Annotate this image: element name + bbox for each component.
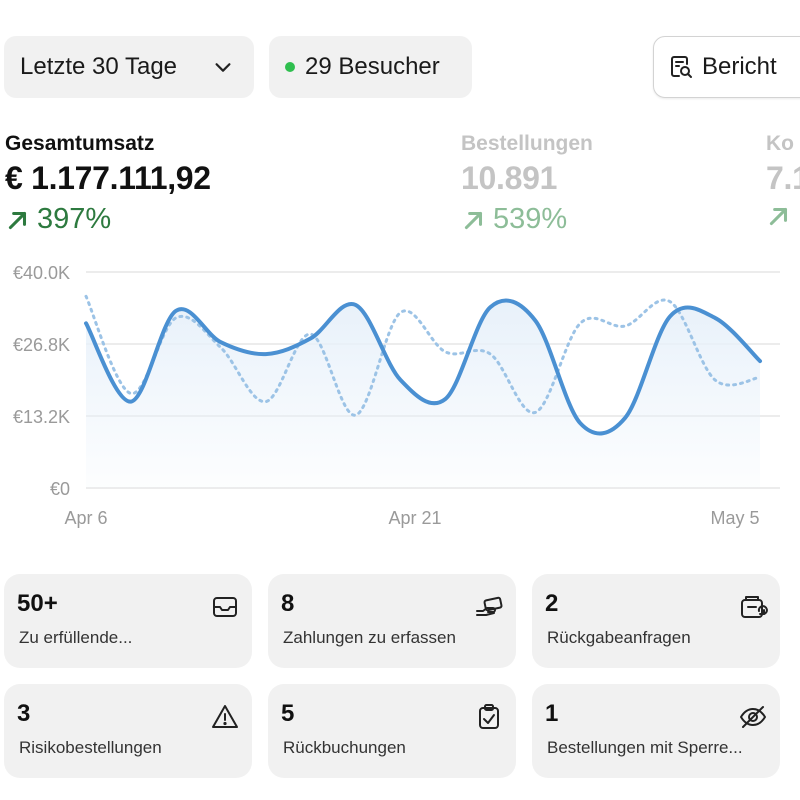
series-line-previous: [84, 294, 762, 417]
card-orders-on-hold[interactable]: 1 Bestellungen mit Sperre...: [532, 684, 780, 778]
visitors-label: 29 Besucher: [305, 53, 440, 80]
card-to-fulfill[interactable]: 50+ Zu erfüllende...: [4, 574, 252, 668]
x-tick-label: May 5: [710, 508, 759, 528]
card-number: 1: [545, 700, 559, 727]
x-tick-label: Apr 6: [64, 508, 107, 528]
x-tick-label: Apr 21: [388, 508, 441, 528]
card-label: Zahlungen zu erfassen: [283, 628, 456, 647]
area-fill: [86, 300, 760, 488]
metric-change: 539%: [461, 203, 593, 236]
card-risk-orders[interactable]: 3 Risikobestellungen: [4, 684, 252, 778]
series-line-current: [84, 298, 762, 436]
y-tick-label: €0: [50, 479, 70, 499]
live-status-dot: [285, 62, 295, 72]
y-tick-label: €13.2K: [13, 407, 70, 427]
card-number: 8: [281, 590, 295, 617]
chevron-down-icon: [215, 63, 231, 72]
metric-value: € 1.177.111,92: [5, 160, 211, 196]
card-payments-to-capture[interactable]: 8 Zahlungen zu erfassen: [268, 574, 516, 668]
date-range-dropdown[interactable]: Letzte 30 Tage: [4, 36, 254, 98]
metric-label: Ko: [766, 132, 794, 155]
card-label: Rückbuchungen: [283, 738, 406, 757]
card-number: 2: [545, 590, 559, 617]
return-box-icon: [741, 596, 768, 618]
card-number: 5: [281, 700, 295, 727]
arrow-up-right-icon: [464, 211, 483, 229]
metric-conversion[interactable]: Ko 7.1: [766, 132, 800, 229]
clipboard-check-icon: [479, 704, 499, 729]
card-number: 50+: [17, 590, 58, 617]
report-label: Bericht: [702, 53, 777, 80]
metric-change: 397%: [5, 203, 211, 236]
metric-change: [766, 203, 800, 229]
sales-line-chart: €40.0K €26.8K €13.2K €0 Apr 6 Apr 21 May 5: [13, 263, 780, 528]
card-number: 3: [17, 700, 31, 727]
metric-value: 10.891: [461, 160, 558, 196]
warning-icon: [212, 705, 238, 728]
card-return-requests[interactable]: 2 Rückgabeanfragen: [532, 574, 780, 668]
y-tick-label: €40.0K: [13, 263, 70, 283]
eye-off-icon: [740, 706, 766, 728]
arrow-up-right-icon: [769, 207, 788, 226]
metric-value: 7.1: [766, 160, 800, 196]
y-tick-label: €26.8K: [13, 335, 70, 355]
arrow-up-right-icon: [8, 211, 27, 229]
metric-label: Bestellungen: [461, 132, 593, 155]
metric-change-value: 397%: [37, 203, 112, 235]
date-range-label: Letzte 30 Tage: [20, 53, 178, 80]
metric-change-value: 539%: [493, 203, 568, 235]
report-search-icon: [671, 56, 692, 78]
metric-orders[interactable]: Bestellungen 10.891 539%: [461, 132, 593, 236]
card-label: Zu erfüllende...: [19, 628, 133, 647]
card-label: Rückgabeanfragen: [547, 628, 691, 647]
hand-card-icon: [476, 596, 503, 616]
card-label: Bestellungen mit Sperre...: [547, 738, 743, 757]
live-visitors-button[interactable]: 29 Besucher: [269, 36, 472, 98]
metric-total-sales[interactable]: Gesamtumsatz € 1.177.111,92 397%: [5, 132, 211, 236]
inbox-icon: [213, 597, 237, 617]
report-button[interactable]: Bericht: [653, 36, 800, 98]
card-label: Risikobestellungen: [19, 738, 162, 757]
card-chargebacks[interactable]: 5 Rückbuchungen: [268, 684, 516, 778]
metric-label: Gesamtumsatz: [5, 132, 155, 155]
